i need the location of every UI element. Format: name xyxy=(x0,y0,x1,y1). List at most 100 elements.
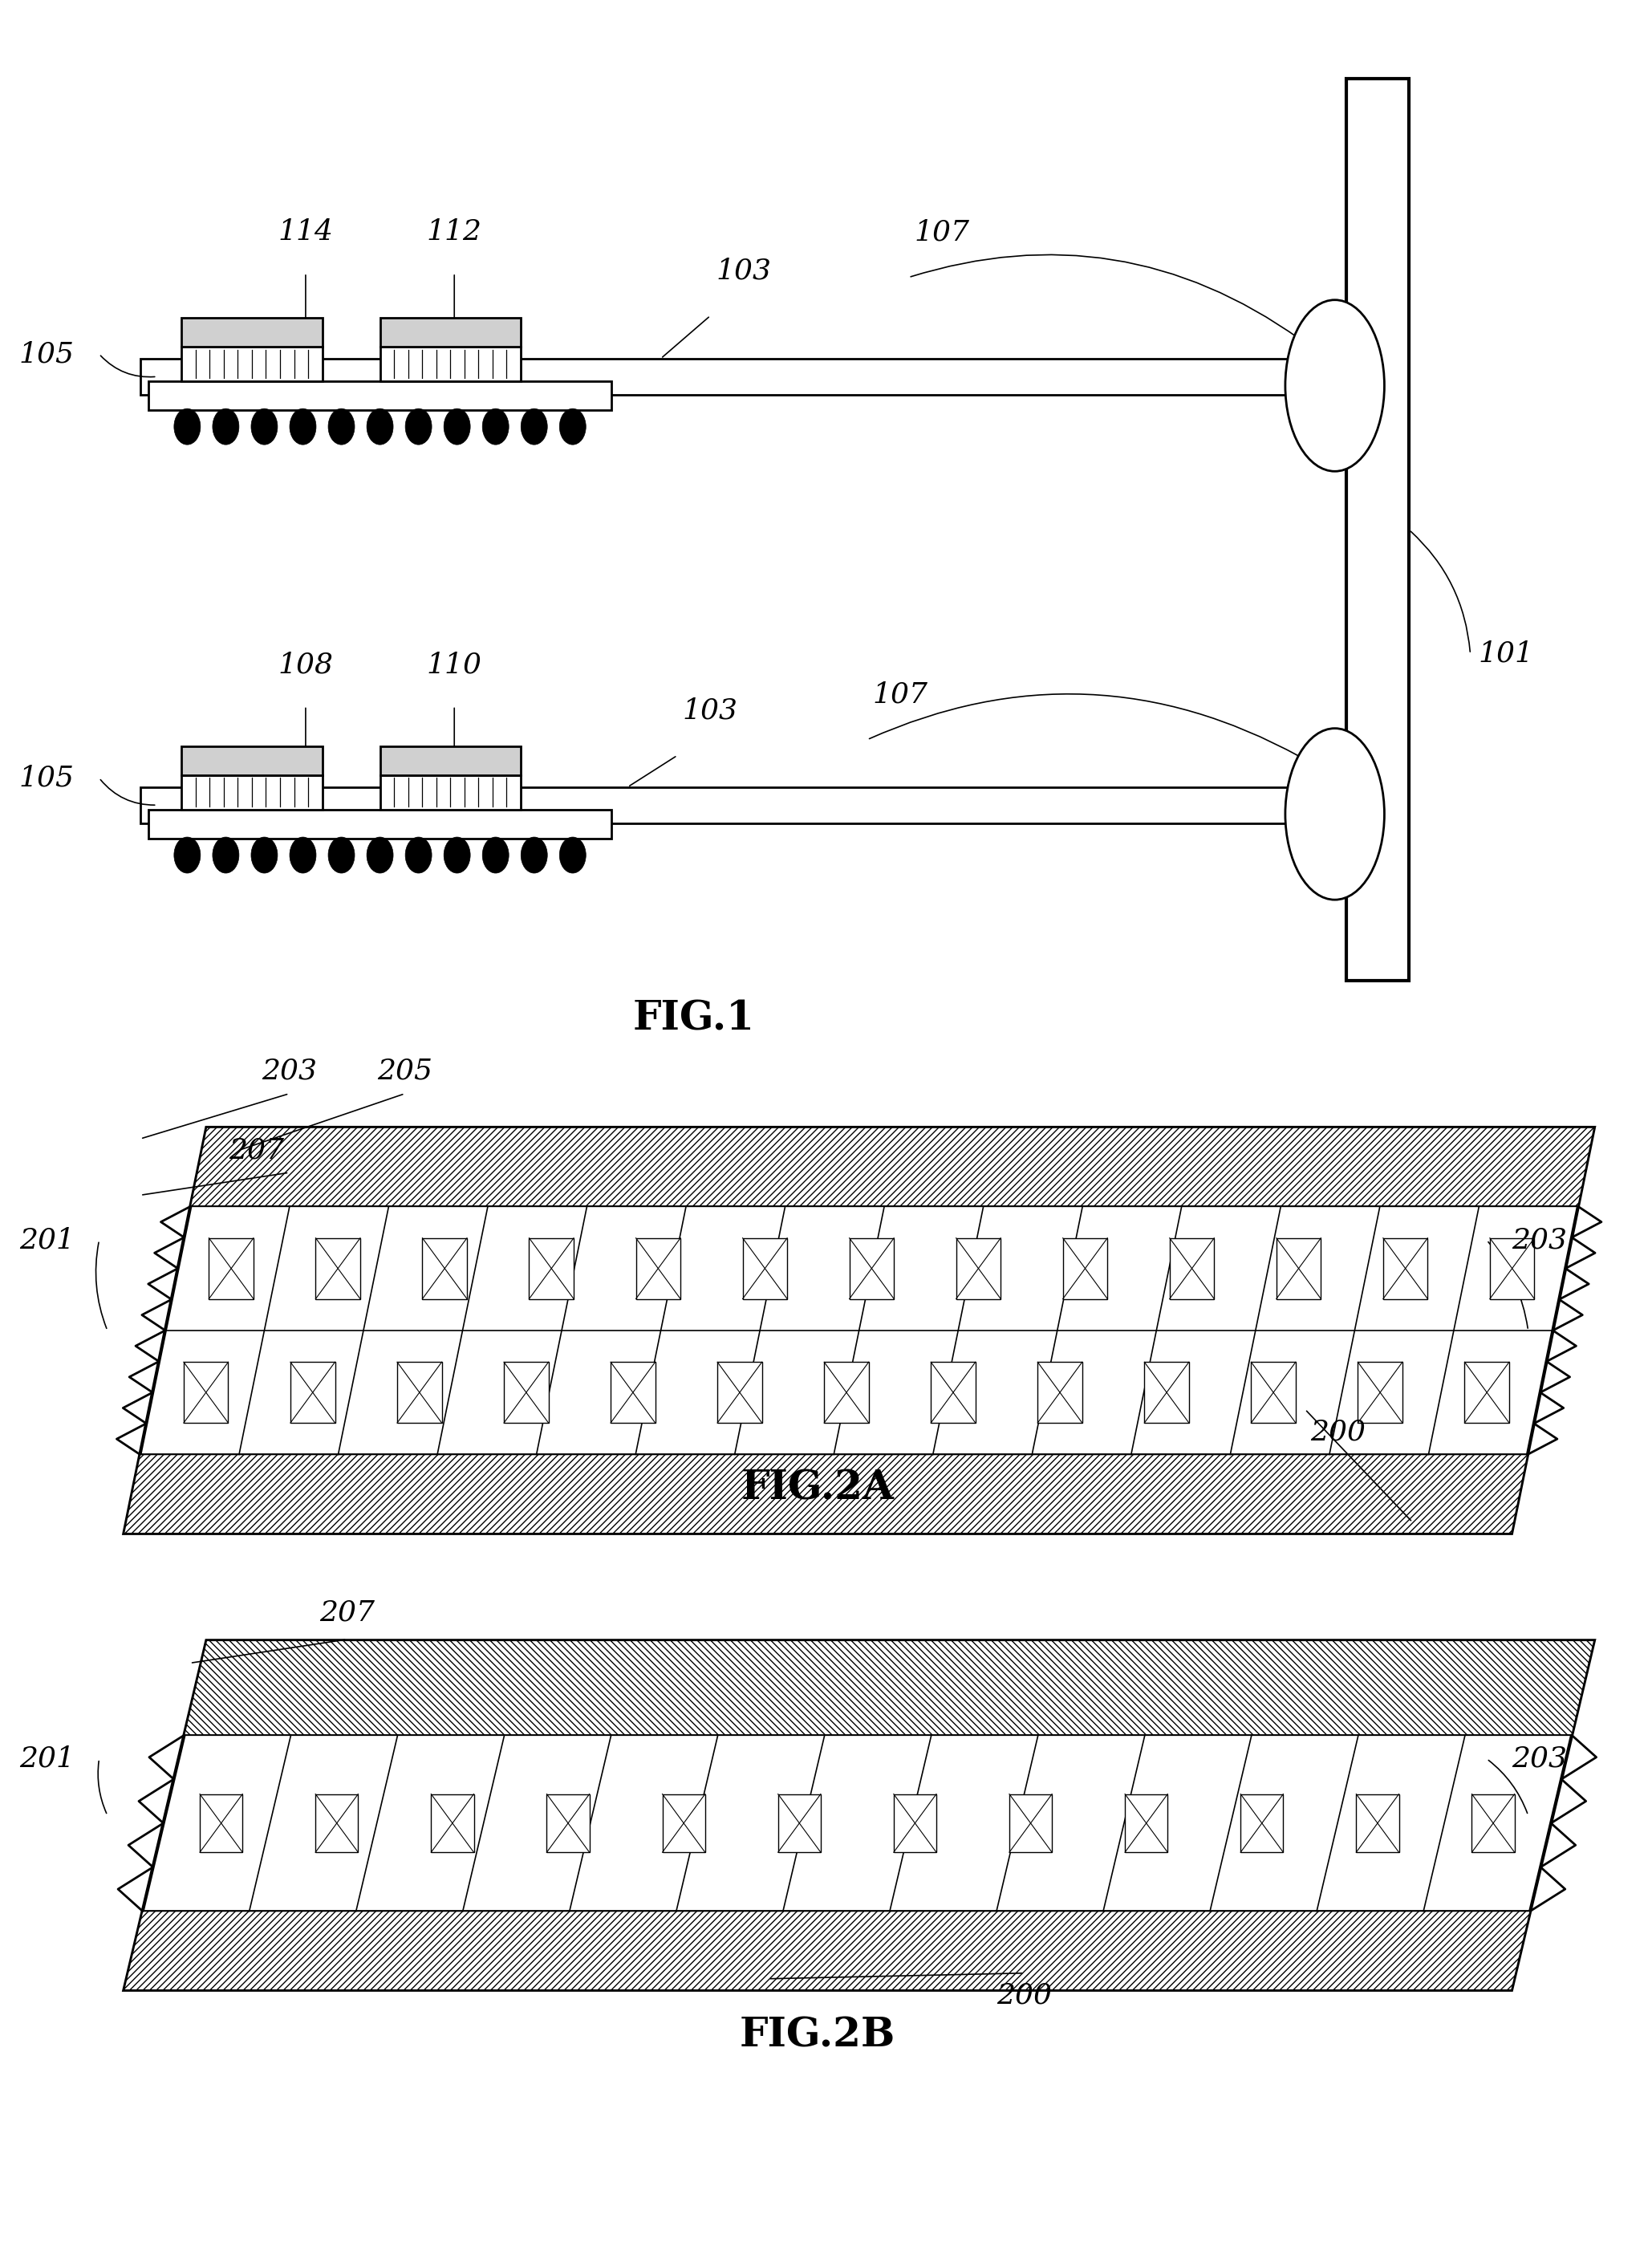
Bar xyxy=(957,1238,1001,1299)
Bar xyxy=(1125,1795,1168,1851)
Circle shape xyxy=(367,408,393,444)
Circle shape xyxy=(329,408,355,444)
Circle shape xyxy=(173,408,200,444)
Text: 200: 200 xyxy=(996,1982,1052,2009)
Bar xyxy=(849,1238,894,1299)
Bar xyxy=(380,776,520,810)
Bar xyxy=(140,359,1346,395)
Bar xyxy=(1356,1795,1399,1851)
Bar xyxy=(1465,1362,1510,1423)
Bar xyxy=(182,776,322,810)
Bar xyxy=(743,1238,788,1299)
Bar xyxy=(1241,1795,1284,1851)
Bar xyxy=(529,1238,573,1299)
Circle shape xyxy=(560,408,586,444)
Circle shape xyxy=(560,837,586,873)
Polygon shape xyxy=(183,1642,1594,1736)
Bar xyxy=(380,318,520,347)
Text: 207: 207 xyxy=(228,1137,284,1164)
Text: 108: 108 xyxy=(278,652,334,679)
Text: 203: 203 xyxy=(261,1058,317,1085)
Text: 105: 105 xyxy=(18,341,74,368)
Text: 103: 103 xyxy=(715,257,771,284)
Bar xyxy=(778,1795,821,1851)
Polygon shape xyxy=(124,1910,1530,1989)
Circle shape xyxy=(520,408,547,444)
Circle shape xyxy=(213,408,240,444)
Bar xyxy=(1383,1238,1427,1299)
Bar xyxy=(1145,1362,1189,1423)
Text: 201: 201 xyxy=(18,1227,74,1254)
Bar xyxy=(504,1362,548,1423)
Bar xyxy=(182,347,322,381)
Text: 205: 205 xyxy=(377,1058,433,1085)
Polygon shape xyxy=(124,1128,1594,1533)
Bar xyxy=(316,1238,360,1299)
Text: FIG.1: FIG.1 xyxy=(633,999,755,1040)
Circle shape xyxy=(329,837,355,873)
Bar xyxy=(894,1795,937,1851)
Bar xyxy=(208,1238,253,1299)
Bar xyxy=(149,810,611,839)
Bar xyxy=(380,347,520,381)
Circle shape xyxy=(213,837,240,873)
Bar xyxy=(182,318,322,347)
Text: 203: 203 xyxy=(1512,1745,1568,1772)
Bar xyxy=(636,1238,681,1299)
Circle shape xyxy=(405,837,431,873)
Circle shape xyxy=(251,408,278,444)
Text: FIG.2B: FIG.2B xyxy=(740,2016,895,2057)
Bar xyxy=(1251,1362,1295,1423)
Circle shape xyxy=(520,837,547,873)
Bar xyxy=(1358,1362,1403,1423)
Bar xyxy=(1009,1795,1052,1851)
Bar xyxy=(316,1795,358,1851)
Bar xyxy=(431,1795,474,1851)
Bar xyxy=(930,1362,975,1423)
Bar xyxy=(1346,79,1409,981)
Text: 207: 207 xyxy=(319,1599,375,1626)
Text: 112: 112 xyxy=(426,219,482,246)
Circle shape xyxy=(444,408,471,444)
Circle shape xyxy=(289,837,316,873)
Text: 110: 110 xyxy=(426,652,482,679)
Text: 103: 103 xyxy=(682,697,738,724)
Text: 114: 114 xyxy=(278,219,334,246)
Bar xyxy=(824,1362,869,1423)
Bar xyxy=(396,1362,441,1423)
Bar xyxy=(182,746,322,776)
Polygon shape xyxy=(190,1128,1594,1206)
Circle shape xyxy=(251,837,278,873)
Text: 101: 101 xyxy=(1479,640,1535,667)
Circle shape xyxy=(444,837,471,873)
Bar xyxy=(1037,1362,1082,1423)
Circle shape xyxy=(482,837,509,873)
Bar xyxy=(1490,1238,1535,1299)
Text: FIG.2A: FIG.2A xyxy=(742,1468,894,1509)
Circle shape xyxy=(482,408,509,444)
Bar xyxy=(662,1795,705,1851)
Circle shape xyxy=(173,837,200,873)
Bar xyxy=(140,787,1346,823)
Polygon shape xyxy=(124,1454,1528,1533)
Text: 107: 107 xyxy=(872,681,928,708)
Bar xyxy=(1277,1238,1322,1299)
Bar xyxy=(1472,1795,1515,1851)
Text: 200: 200 xyxy=(1310,1418,1366,1445)
Bar xyxy=(380,746,520,776)
Bar xyxy=(1170,1238,1214,1299)
Bar xyxy=(1062,1238,1107,1299)
Bar xyxy=(183,1362,228,1423)
Text: 201: 201 xyxy=(18,1745,74,1772)
Bar xyxy=(547,1795,590,1851)
Circle shape xyxy=(367,837,393,873)
Circle shape xyxy=(405,408,431,444)
Ellipse shape xyxy=(1285,300,1384,471)
Ellipse shape xyxy=(1285,728,1384,900)
Circle shape xyxy=(289,408,316,444)
Text: 105: 105 xyxy=(18,764,74,792)
Bar xyxy=(149,381,611,410)
Bar xyxy=(611,1362,656,1423)
Text: 107: 107 xyxy=(914,219,970,246)
Bar xyxy=(717,1362,762,1423)
